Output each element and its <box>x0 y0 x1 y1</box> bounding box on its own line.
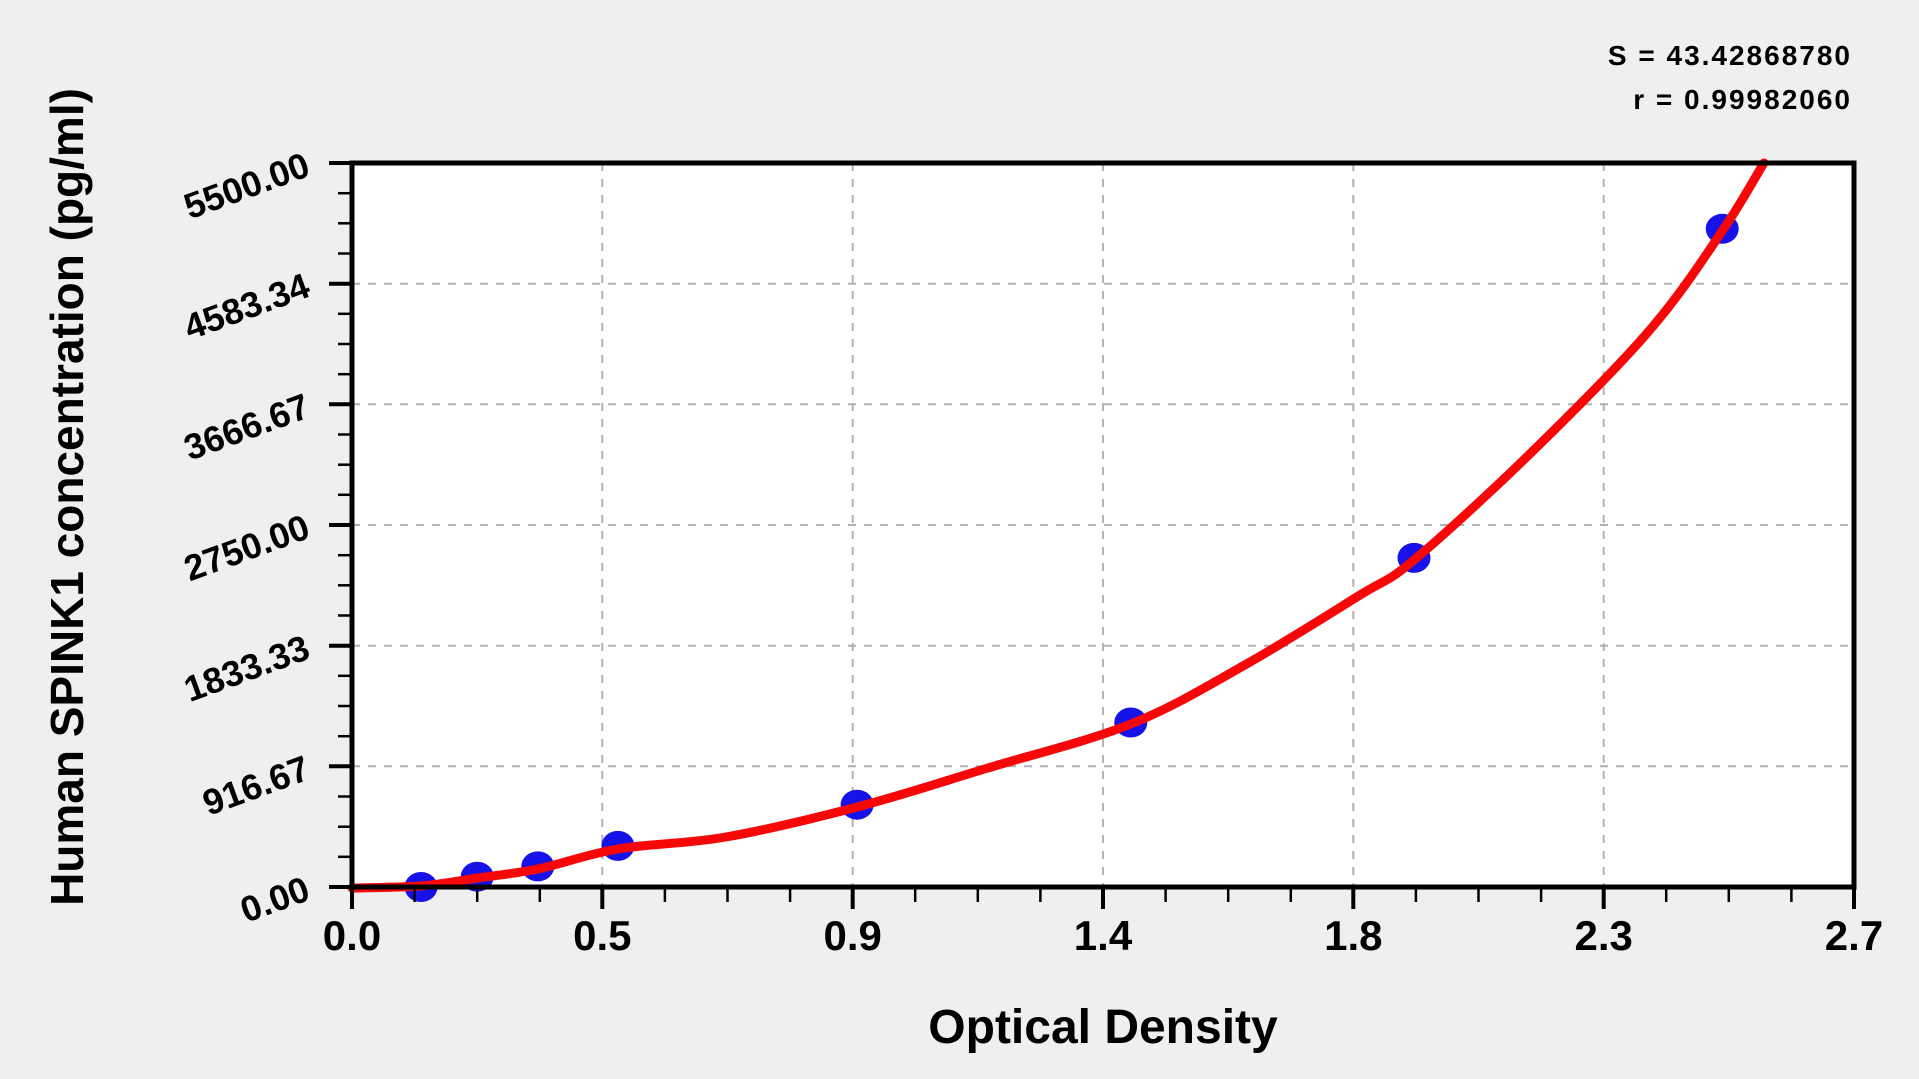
y-tick-label: 1833.33 <box>178 627 314 710</box>
y-tick-label: 4583.34 <box>178 265 314 348</box>
x-tick-label: 2.7 <box>1825 912 1883 959</box>
fit-stat-s: S = 43.42868780 <box>1607 40 1852 71</box>
fit-curve <box>347 158 1769 893</box>
x-tick-label: 1.8 <box>1324 912 1382 959</box>
y-tick-label: 3666.67 <box>178 385 314 468</box>
x-tick-label: 0.0 <box>323 912 381 959</box>
y-tick-label: 0.00 <box>235 868 315 930</box>
y-axis-title: Human SPINK1 concentration (pg/ml) <box>41 88 93 906</box>
fit-stat-r: r = 0.99982060 <box>1633 84 1852 115</box>
x-tick-label: 0.5 <box>573 912 631 959</box>
y-tick-label: 916.67 <box>197 747 314 823</box>
fit-statistics: S = 43.42868780 r = 0.99982060 <box>1608 34 1852 122</box>
x-axis-title: Optical Density <box>928 1001 1278 1054</box>
x-tick-label: 0.9 <box>824 912 882 959</box>
x-tick-label: 1.4 <box>1074 912 1133 959</box>
y-tick-label: 2750.00 <box>178 506 314 589</box>
y-tick-label: 5500.00 <box>178 144 314 227</box>
x-tick-label: 2.3 <box>1575 912 1633 959</box>
